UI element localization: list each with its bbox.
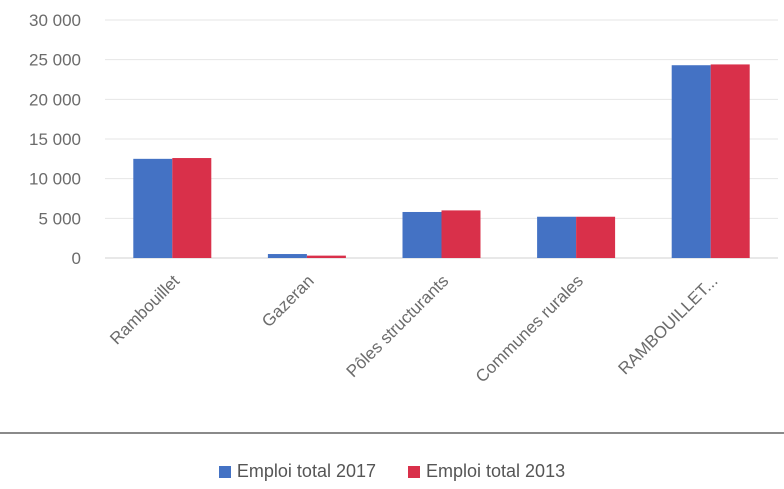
legend-item-2013: Emploi total 2013 xyxy=(408,461,565,482)
legend: Emploi total 2017 Emploi total 2013 xyxy=(0,461,784,482)
bar-2013 xyxy=(576,216,616,258)
y-tick-label: 5 000 xyxy=(38,209,81,228)
bar-2017 xyxy=(402,211,442,258)
y-tick-label: 25 000 xyxy=(29,51,81,70)
x-tick-label: RAMBOUILLET... xyxy=(615,271,722,378)
bar-2013 xyxy=(172,158,212,258)
bar-2013 xyxy=(710,64,750,258)
y-tick-label: 30 000 xyxy=(29,11,81,30)
y-tick-label: 0 xyxy=(72,249,81,268)
bar-2017 xyxy=(267,254,307,258)
y-tick-label: 20 000 xyxy=(29,90,81,109)
bar-2017 xyxy=(537,216,577,258)
bar-2017 xyxy=(133,158,173,258)
x-tick-label: Communes rurales xyxy=(472,271,587,386)
bar-2013 xyxy=(306,255,346,258)
bar-2017 xyxy=(671,65,711,258)
y-axis: 0 5 000 10 000 15 000 20 000 25 000 30 000 xyxy=(29,11,81,268)
y-tick-label: 15 000 xyxy=(29,130,81,149)
x-tick-label: Gazeran xyxy=(258,271,318,331)
x-tick-label: Pôles structurants xyxy=(343,271,453,381)
x-tick-label: Rambouillet xyxy=(106,271,183,348)
legend-label-2017: Emploi total 2017 xyxy=(236,461,376,481)
legend-swatch-2013 xyxy=(408,465,420,478)
legend-label-2013: Emploi total 2013 xyxy=(426,461,566,481)
legend-item-2017: Emploi total 2017 xyxy=(218,461,376,482)
grid-lines xyxy=(105,19,778,259)
legend-swatch-2017 xyxy=(218,465,231,478)
bars xyxy=(133,64,750,258)
legend-divider xyxy=(0,432,784,434)
x-axis: Rambouillet Gazeran Pôles structurants Comm… xyxy=(106,271,721,386)
bar-2013 xyxy=(441,210,481,258)
bar-chart: 0 5 000 10 000 15 000 20 000 25 000 30 000 Ram… xyxy=(29,11,778,386)
y-tick-label: 10 000 xyxy=(29,170,81,189)
